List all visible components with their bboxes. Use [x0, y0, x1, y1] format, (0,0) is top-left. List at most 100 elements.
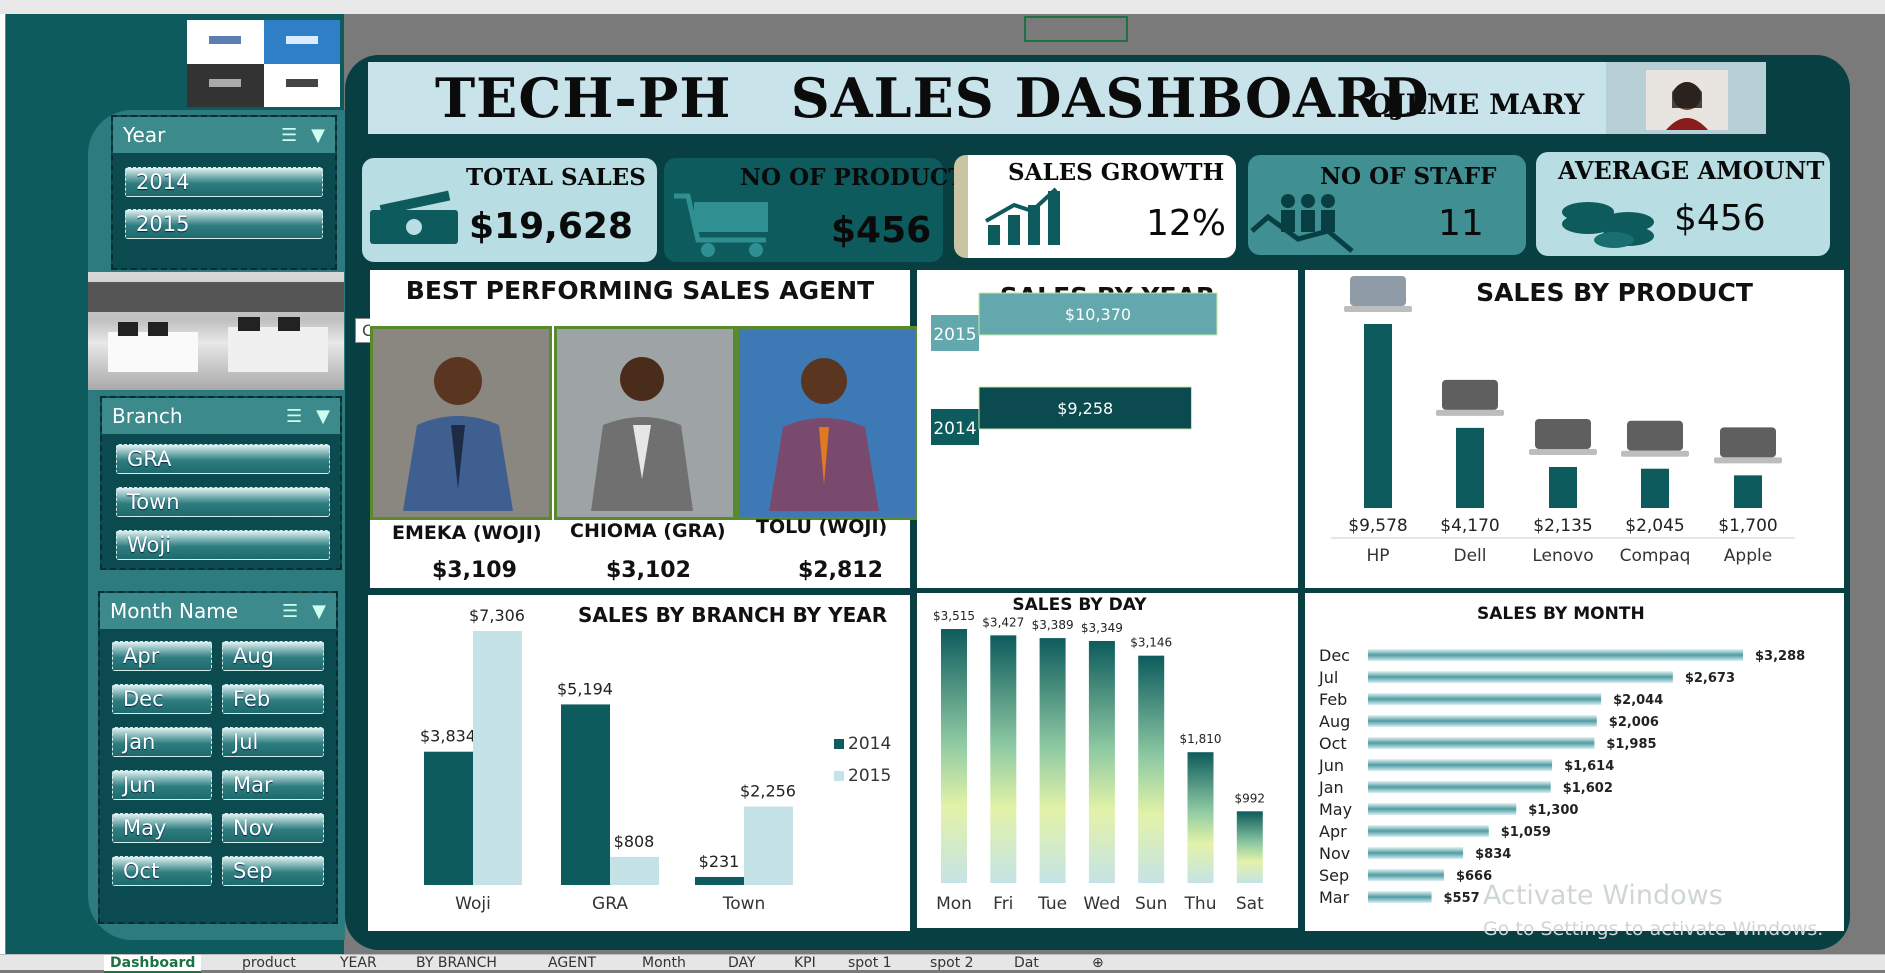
sales-by-month-card[interactable]: SALES BY MONTH Dec $3,288 Jul $2,673 Feb $2,0… [1305, 593, 1844, 931]
slicer-item-nov[interactable]: Nov [222, 813, 324, 843]
branch-bar-2014 [424, 751, 473, 885]
sheet-tab-spot-2[interactable]: spot 2 [930, 955, 974, 971]
month-value-label: $557 [1444, 891, 1480, 906]
sales-by-day-card[interactable]: SALES BY DAY $3,515 Mon $3,427 Fri $3,389 Tue… [917, 593, 1298, 928]
day-category-label: Sun [1135, 894, 1167, 914]
sheet-tab-product[interactable]: product [242, 955, 296, 971]
multi-select-icon[interactable]: ☰ [286, 405, 303, 427]
sales-by-branch-chart: $3,834 $7,306 Woji $5,194 $808 GRA $231 $2,256 T… [420, 606, 891, 914]
clear-filter-icon[interactable]: ▼ [312, 600, 326, 622]
branch-value-label: $2,256 [740, 782, 796, 801]
month-bar [1368, 693, 1602, 705]
multi-select-icon[interactable]: ☰ [282, 600, 299, 622]
day-category-label: Mon [936, 894, 972, 914]
sheet-tab-year[interactable]: YEAR [340, 955, 377, 971]
activate-windows-hint: Go to Settings to activate Windows. [1483, 918, 1824, 940]
agent-photo-tolu [736, 326, 918, 520]
month-category-label: Aug [1319, 712, 1350, 731]
month-value-label: $834 [1475, 847, 1511, 862]
sales-by-branch-card[interactable]: SALES BY BRANCH BY YEAR $3,834 $7,306 Woji… [368, 595, 910, 931]
month-value-label: $1,602 [1563, 781, 1613, 796]
slicer-item-aug[interactable]: Aug [222, 641, 324, 671]
slicer-item-mar[interactable]: Mar [222, 770, 324, 800]
kpi-total-sales: TOTAL SALES $19,628 [362, 158, 657, 262]
multi-select-icon[interactable]: ☰ [281, 124, 298, 146]
sales-by-month-chart: Dec $3,288 Jul $2,673 Feb $2,044 Aug $2,006 Oct $… [1318, 646, 1805, 907]
day-bar [1088, 640, 1115, 883]
month-bar [1368, 891, 1432, 903]
sales-by-product-card[interactable]: SALES BY PRODUCT $9,578 HP $4,170 Dell $2,13… [1305, 270, 1844, 588]
product-bar [1734, 475, 1762, 508]
slicer-item-jun[interactable]: Jun [112, 770, 212, 800]
year-bar-label: $10,370 [1065, 305, 1131, 324]
kpi-label: AVERAGE AMOUNT [1558, 156, 1825, 185]
day-value-label: $3,146 [1130, 636, 1172, 650]
branch-value-label: $231 [699, 852, 740, 871]
day-value-label: $1,810 [1180, 732, 1222, 746]
month-category-label: Jul [1318, 668, 1338, 687]
month-value-label: $2,006 [1609, 715, 1659, 730]
slicer-item-woji[interactable]: Woji [116, 530, 330, 560]
slicer-item-jan[interactable]: Jan [112, 727, 212, 757]
selected-cell[interactable] [1024, 16, 1128, 42]
slicer-item-2014[interactable]: 2014 [125, 167, 323, 197]
sheet-tab-dashboard[interactable]: Dashboard [104, 955, 202, 973]
slicer-item-may[interactable]: May [112, 813, 212, 843]
month-value-label: $1,300 [1528, 803, 1578, 818]
kpi-label: TOTAL SALES [466, 164, 646, 191]
sheet-tab-agent[interactable]: AGENT [548, 955, 597, 971]
clear-filter-icon[interactable]: ▼ [311, 124, 325, 146]
year-bar [978, 292, 1218, 336]
agent-photo-emeka [370, 326, 552, 520]
sales-by-month-title: SALES BY MONTH [1477, 604, 1645, 624]
day-category-label: Wed [1083, 894, 1120, 914]
best-agent-card[interactable]: BEST PERFORMING SALES AGENT EMEKA (WOJI)… [370, 270, 918, 588]
slicer-item-feb[interactable]: Feb [222, 684, 324, 714]
slicer-item-gra[interactable]: GRA [116, 444, 330, 474]
product-category-label: Apple [1724, 546, 1772, 566]
year-slicer[interactable]: Year ☰ ▼ 2014 2015 [111, 115, 337, 270]
day-value-label: $3,389 [1032, 618, 1074, 632]
day-category-label: Thu [1184, 894, 1217, 914]
sheet-tab-by-branch[interactable]: BY BRANCH [416, 955, 497, 971]
slicer-item-2015[interactable]: 2015 [125, 209, 323, 239]
kpi-label: NO OF STAFF [1320, 163, 1497, 190]
day-bar [990, 635, 1017, 883]
month-category-label: Mar [1319, 888, 1350, 907]
slicer-item-oct[interactable]: Oct [112, 856, 212, 886]
slicer-item-town[interactable]: Town [116, 487, 330, 517]
slicer-item-sep[interactable]: Sep [222, 856, 324, 886]
branch-slicer-header: Branch ☰ ▼ [102, 398, 340, 434]
month-category-label: Jun [1318, 756, 1344, 775]
logo-tile [187, 63, 264, 107]
month-bar [1368, 869, 1444, 881]
clear-filter-icon[interactable]: ▼ [316, 405, 330, 427]
month-value-label: $1,614 [1564, 759, 1614, 774]
sheet-tab-dat[interactable]: Dat [1014, 955, 1039, 971]
laptop-base-icon [1436, 409, 1504, 416]
day-bar [1039, 638, 1066, 883]
slicer-item-dec[interactable]: Dec [112, 684, 212, 714]
agent-amount: $3,109 [432, 558, 517, 583]
sheet-tab-day[interactable]: DAY [728, 955, 756, 971]
day-category-label: Sat [1236, 894, 1264, 914]
month-slicer-title: Month Name [110, 599, 239, 623]
month-bar [1368, 649, 1743, 661]
add-sheet-icon[interactable]: ⊕ [1092, 955, 1104, 971]
agent-name: EMEKA (WOJI) [392, 522, 542, 544]
day-value-label: $3,515 [933, 609, 975, 623]
sheet-tab-kpi[interactable]: KPI [794, 955, 816, 971]
branch-slicer[interactable]: Branch ☰ ▼ GRA Town Woji [100, 396, 342, 570]
slicer-item-jul[interactable]: Jul [222, 727, 324, 757]
sheet-tab-spot-1[interactable]: spot 1 [848, 955, 892, 971]
year-label-box [931, 315, 979, 351]
month-bar [1368, 847, 1464, 859]
month-slicer[interactable]: Month Name ☰ ▼ Apr Aug Dec Feb Jan Jul Ju… [98, 591, 338, 924]
laptop-base-icon [1529, 448, 1597, 455]
legend-swatch [834, 771, 844, 781]
coins-icon [1562, 202, 1654, 248]
sales-by-year-chart: 2015 $10,370 2014 $9,258 [931, 292, 1218, 445]
slicer-item-apr[interactable]: Apr [112, 641, 212, 671]
sheet-tab-month[interactable]: Month [642, 955, 686, 971]
